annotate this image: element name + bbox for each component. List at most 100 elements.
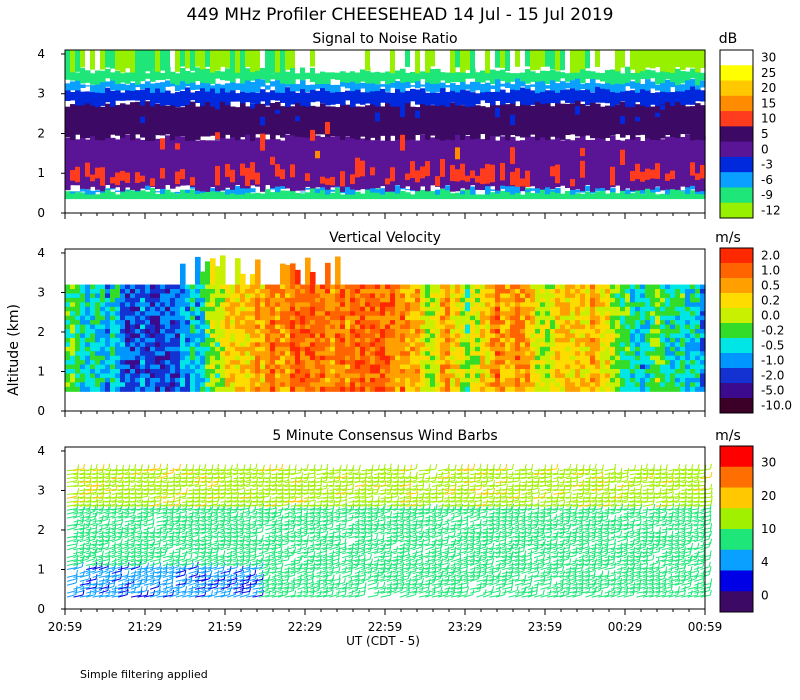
snr-cell: [280, 50, 286, 73]
velocity-cell: [145, 324, 151, 330]
velocity-cell: [185, 337, 191, 343]
velocity-cell: [285, 333, 291, 339]
velocity-cell: [465, 377, 471, 383]
velocity-cell: [620, 346, 626, 352]
snr-cell: [285, 71, 291, 85]
velocity-cell: [155, 297, 161, 303]
snr-cell: [350, 90, 356, 108]
wind-barb: [124, 546, 134, 551]
velocity-cell: [525, 360, 531, 366]
colorbar-label: 0: [761, 142, 769, 156]
velocity-cell: [470, 369, 476, 375]
snr-cell: [415, 170, 421, 183]
velocity-cell: [240, 360, 246, 366]
velocity-cell: [570, 346, 576, 352]
velocity-cell: [480, 284, 486, 290]
velocity-cell: [655, 289, 661, 295]
velocity-cell: [255, 355, 261, 361]
velocity-cell: [625, 346, 631, 352]
snr-cell: [270, 90, 276, 101]
wind-barb-feather: [76, 538, 79, 545]
snr-cell: [570, 103, 576, 135]
velocity-cell: [230, 369, 236, 375]
snr-cell: [290, 164, 296, 178]
velocity-cell: [670, 346, 676, 352]
velocity-cell: [645, 329, 651, 335]
velocity-cell: [505, 324, 511, 330]
velocity-cell: [385, 297, 391, 303]
velocity-cell: [565, 306, 571, 312]
velocity-cell: [490, 377, 496, 383]
snr-cell: [410, 106, 416, 140]
velocity-cell: [375, 311, 381, 317]
velocity-cell: [80, 333, 86, 339]
velocity-cell: [550, 320, 556, 326]
velocity-cell: [290, 302, 296, 308]
velocity-cell: [230, 386, 236, 392]
velocity-cell: [700, 293, 706, 299]
snr-cell: [470, 68, 476, 79]
wind-barb: [111, 594, 122, 598]
velocity-cell: [300, 346, 306, 352]
velocity-cell: [560, 373, 566, 379]
velocity-cell: [490, 284, 496, 290]
velocity-cell: [170, 364, 176, 370]
velocity-cell: [410, 337, 416, 343]
velocity-cell: [570, 284, 576, 290]
velocity-cell: [640, 337, 646, 343]
snr-cell: [115, 79, 121, 91]
velocity-cell: [115, 311, 121, 317]
velocity-cell: [350, 320, 356, 326]
velocity-cell: [530, 333, 536, 339]
velocity-cell: [275, 369, 281, 375]
velocity-cell: [235, 302, 241, 308]
snr-cell: [550, 139, 556, 190]
velocity-cell: [150, 351, 156, 357]
wind-barb-feather: [89, 484, 92, 490]
velocity-cell: [225, 377, 231, 383]
velocity-cell: [615, 320, 621, 326]
velocity-cell: [625, 324, 631, 330]
snr-cell: [205, 189, 211, 200]
velocity-cell: [350, 351, 356, 357]
velocity-cell: [235, 373, 241, 379]
velocity-cell: [665, 306, 671, 312]
snr-cell: [535, 73, 541, 82]
velocity-cell: [525, 311, 531, 317]
velocity-cell: [180, 320, 186, 326]
velocity-cell: [680, 333, 686, 339]
velocity-cell: [265, 311, 271, 317]
velocity-cell: [355, 351, 361, 357]
velocity-cell: [180, 360, 186, 366]
snr-cell: [470, 170, 476, 179]
velocity-cell: [285, 315, 291, 321]
velocity-cell: [150, 311, 156, 317]
velocity-cell: [340, 377, 346, 383]
velocity-cell: [130, 337, 136, 343]
velocity-cell: [105, 382, 111, 388]
velocity-cell: [505, 373, 511, 379]
velocity-cell: [205, 346, 211, 352]
velocity-cell: [70, 369, 76, 375]
snr-cell: [510, 87, 516, 104]
velocity-cell: [85, 337, 91, 343]
velocity-cell: [280, 337, 286, 343]
snr-cell: [385, 101, 391, 141]
velocity-cell: [425, 311, 431, 317]
velocity-cell: [105, 315, 111, 321]
velocity-cell: [445, 351, 451, 357]
wind-barb-feather: [88, 518, 91, 525]
snr-cell: [330, 176, 336, 186]
velocity-cell: [625, 329, 631, 335]
wind-barb-feather: [82, 589, 85, 596]
velocity-cell: [675, 373, 681, 379]
snr-cell: [575, 193, 581, 200]
velocity-cell: [575, 293, 581, 299]
snr-cell: [415, 107, 421, 136]
snr-cell: [155, 191, 161, 193]
velocity-cell: [530, 302, 536, 308]
velocity-cell: [690, 315, 696, 321]
velocity-cell: [550, 289, 556, 295]
velocity-cell: [250, 342, 256, 348]
snr-cell: [660, 139, 666, 191]
